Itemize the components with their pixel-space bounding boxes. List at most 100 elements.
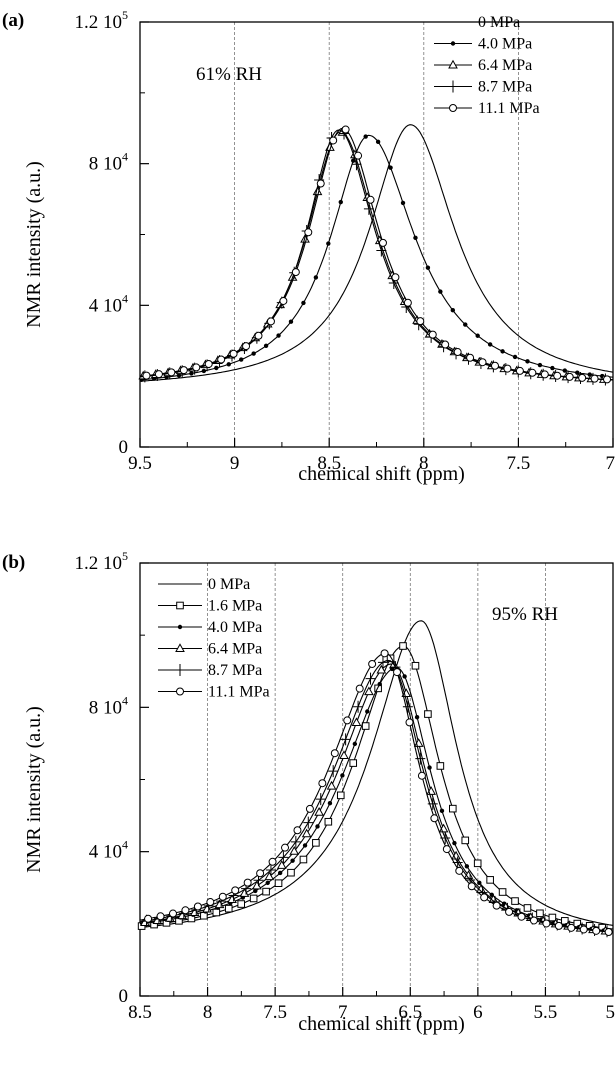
data-point (550, 365, 555, 371)
data-point (290, 858, 295, 863)
panel-label: (a) (2, 10, 24, 31)
data-point (181, 906, 190, 915)
data-point (343, 716, 352, 725)
y-tick-base: 1.2 10 (75, 553, 123, 574)
data-point (453, 348, 462, 357)
data-point (411, 661, 420, 670)
data-point (400, 200, 406, 206)
data-point (266, 317, 275, 326)
y-tick-exponent: 4 (122, 150, 128, 164)
data-point (238, 357, 244, 362)
data-point (167, 368, 176, 377)
data-point (355, 684, 364, 693)
legend-entry: 0 MPa (434, 14, 520, 31)
x-tick-label: 7 (606, 453, 615, 474)
y-tick-label: 8 104 (89, 150, 128, 175)
data-point (326, 241, 331, 246)
data-point (305, 804, 314, 813)
data-point (442, 845, 451, 854)
data-point (402, 674, 407, 679)
data-point (341, 125, 350, 134)
data-point (274, 879, 283, 887)
data-point (475, 333, 480, 338)
data-point (254, 331, 263, 340)
y-tick-exponent: 5 (122, 549, 128, 563)
legend-label: 4.0 MPa (208, 619, 262, 636)
data-point (291, 268, 300, 277)
data-point (473, 859, 482, 868)
series-0-mpa (139, 124, 614, 382)
series-4-0-mpa (139, 134, 614, 382)
data-point (329, 136, 338, 145)
data-point (289, 846, 300, 855)
data-point (340, 733, 351, 746)
data-point (363, 202, 374, 215)
data-point (477, 880, 482, 886)
data-point (262, 887, 270, 896)
y-axis-label: NMR intensity (a.u.) (23, 706, 45, 873)
data-point (354, 151, 363, 160)
data-point (450, 308, 456, 313)
data-point (523, 904, 532, 912)
data-point (592, 926, 601, 935)
data-point (336, 791, 345, 800)
series-line (139, 134, 614, 381)
data-point (313, 275, 319, 280)
y-axis-label: NMR intensity (a.u.) (23, 161, 45, 328)
data-point (428, 330, 437, 339)
data-point (567, 923, 576, 932)
data-point (229, 349, 238, 358)
data-point (515, 366, 524, 375)
data-point (351, 717, 362, 727)
data-point (361, 722, 370, 730)
data-point (315, 793, 326, 806)
data-point (279, 296, 288, 305)
data-point (498, 888, 507, 896)
legend-entry: 1.6 MPa (158, 598, 262, 615)
data-point (299, 855, 308, 864)
data-point (168, 909, 177, 918)
legend-label: 8.7 MPa (478, 79, 532, 96)
data-point (192, 363, 201, 372)
legend-marker (176, 601, 184, 610)
data-point (363, 134, 368, 139)
data-point (316, 179, 325, 188)
y-tick-base: 1.2 10 (75, 12, 123, 33)
data-point (276, 333, 281, 338)
data-point (253, 888, 258, 894)
data-point (441, 340, 450, 349)
data-point (265, 880, 270, 886)
series-line (139, 129, 614, 381)
data-point (365, 709, 370, 714)
data-point (525, 359, 530, 364)
data-point (314, 807, 324, 816)
y-tick-label: 4 104 (89, 291, 128, 316)
data-point (301, 828, 312, 838)
data-point (315, 824, 320, 829)
data-point (413, 235, 418, 241)
data-point (376, 664, 387, 674)
data-point (242, 342, 251, 351)
y-tick-label: 1.2 105 (75, 549, 129, 574)
legend-label: 4.0 MPa (478, 36, 532, 53)
data-point (455, 866, 464, 875)
data-point (212, 908, 221, 917)
data-point (414, 714, 420, 720)
legend: 0 MPa 4.0 MPa 6.4 MPa 8.7 MPa 11.1 MPa (434, 14, 540, 117)
data-point (352, 741, 358, 747)
data-point (529, 916, 538, 925)
data-point (402, 700, 413, 713)
data-point (327, 801, 333, 806)
data-point (179, 366, 188, 375)
data-point (503, 364, 512, 373)
data-point (339, 750, 349, 760)
data-point (249, 894, 258, 903)
series-line (139, 124, 614, 382)
legend-label: 8.7 MPa (208, 662, 262, 679)
series-11-1-mpa (139, 125, 614, 384)
data-point (328, 765, 339, 778)
data-point (217, 355, 226, 364)
data-point (463, 322, 468, 327)
data-point (351, 158, 356, 163)
data-point (505, 907, 514, 916)
